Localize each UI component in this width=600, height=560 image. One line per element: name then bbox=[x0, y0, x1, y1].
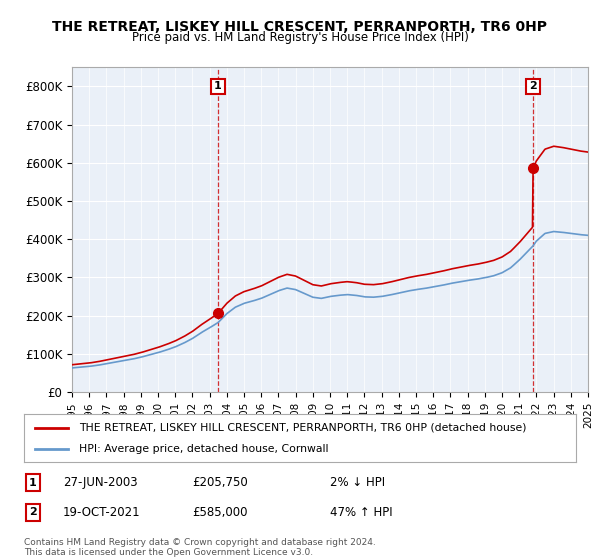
Text: HPI: Average price, detached house, Cornwall: HPI: Average price, detached house, Corn… bbox=[79, 444, 329, 454]
Text: 1: 1 bbox=[214, 81, 222, 91]
Text: 19-OCT-2021: 19-OCT-2021 bbox=[63, 506, 140, 519]
Text: £585,000: £585,000 bbox=[192, 506, 248, 519]
Text: 1: 1 bbox=[29, 478, 37, 488]
Text: Price paid vs. HM Land Registry's House Price Index (HPI): Price paid vs. HM Land Registry's House … bbox=[131, 31, 469, 44]
Text: 2% ↓ HPI: 2% ↓ HPI bbox=[330, 476, 385, 489]
Text: 47% ↑ HPI: 47% ↑ HPI bbox=[330, 506, 392, 519]
Text: THE RETREAT, LISKEY HILL CRESCENT, PERRANPORTH, TR6 0HP: THE RETREAT, LISKEY HILL CRESCENT, PERRA… bbox=[53, 20, 548, 34]
Text: £205,750: £205,750 bbox=[192, 476, 248, 489]
Text: THE RETREAT, LISKEY HILL CRESCENT, PERRANPORTH, TR6 0HP (detached house): THE RETREAT, LISKEY HILL CRESCENT, PERRA… bbox=[79, 423, 527, 433]
Text: 27-JUN-2003: 27-JUN-2003 bbox=[63, 476, 137, 489]
Text: 2: 2 bbox=[529, 81, 537, 91]
Text: 2: 2 bbox=[29, 507, 37, 517]
Text: Contains HM Land Registry data © Crown copyright and database right 2024.
This d: Contains HM Land Registry data © Crown c… bbox=[24, 538, 376, 557]
